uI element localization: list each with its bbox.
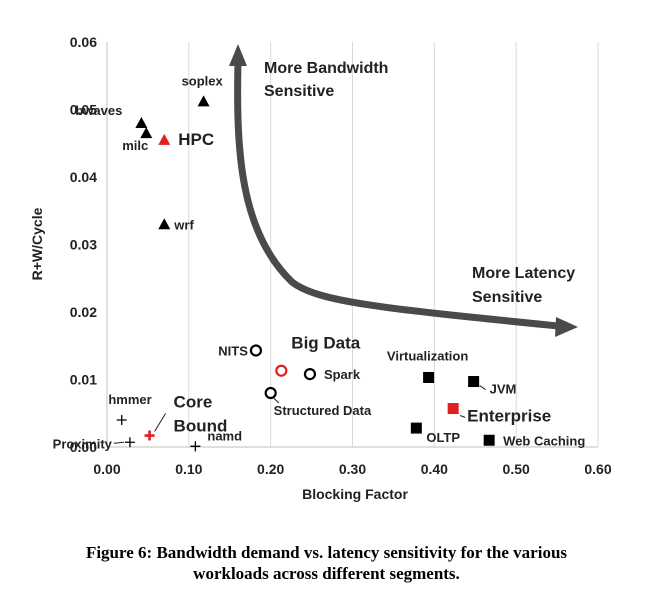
label-spark: Spark <box>324 367 361 382</box>
label-bwaves: bwaves <box>75 103 122 118</box>
x-tick-label: 0.10 <box>175 461 202 477</box>
series-label-enterprise: Enterprise <box>467 407 551 426</box>
series-label-core: Core <box>174 393 213 412</box>
point-soplex <box>197 95 210 107</box>
x-tick-label: 0.40 <box>421 461 448 477</box>
point-jvm <box>468 376 480 388</box>
label-hmmer: hmmer <box>108 392 151 407</box>
point-wrf <box>158 218 171 230</box>
x-tick-label: 0.20 <box>257 461 284 477</box>
chart-axes <box>106 42 598 448</box>
label-soplex: soplex <box>182 73 224 88</box>
label-nits: NITS <box>218 343 248 358</box>
point-nits <box>249 344 263 357</box>
data-points <box>116 95 495 452</box>
point-virtualization <box>423 371 435 383</box>
bandwidth-annotation-line2: Sensitive <box>264 83 334 100</box>
caption-line-2: workloads across different segments. <box>193 564 460 583</box>
latency-annotation-line1: More Latency <box>472 265 575 282</box>
bandwidth-annotation-line1: More Bandwidth <box>264 60 388 77</box>
point-spark <box>303 368 317 381</box>
point-bwaves <box>135 117 148 128</box>
point-hmmer <box>116 415 127 425</box>
y-tick-label: 0.06 <box>70 34 97 50</box>
label-structured-data: Structured Data <box>274 403 372 418</box>
point-milc <box>140 127 153 139</box>
point-namd <box>190 441 201 452</box>
centroid-hpc <box>158 133 171 145</box>
structured-leader <box>273 397 280 404</box>
chart-grid <box>188 42 599 447</box>
y-tick-label: 0.02 <box>70 304 97 320</box>
figure-caption: Figure 6: Bandwidth demand vs. latency s… <box>0 542 653 584</box>
label-jvm: JVM <box>490 382 517 397</box>
label-web-caching: Web Caching <box>503 433 585 448</box>
point-structured-data <box>264 386 277 400</box>
label-milc: milc <box>122 138 148 153</box>
sensitivity-curve <box>234 61 559 330</box>
arrowhead-up <box>229 44 247 66</box>
series-label-bound: Bound <box>174 417 228 436</box>
x-tick-label: 0.50 <box>503 461 530 477</box>
centroid-enterprise <box>447 403 459 415</box>
label-oltp: OLTP <box>426 430 460 445</box>
y-tick-label: 0.01 <box>70 372 97 388</box>
x-axis-label: Blocking Factor <box>302 486 408 502</box>
jvm-leader <box>479 385 486 390</box>
y-tick-label: 0.00 <box>70 439 97 455</box>
x-tick-label: 0.00 <box>93 461 120 477</box>
tick-labels: 0.00 0.10 0.20 0.30 0.40 0.50 0.60 0.00 0.01 0.02… <box>70 34 612 477</box>
sensitivity-arrows: More Bandwidth Sensitive More Latency Sensi… <box>229 44 578 337</box>
x-tick-label: 0.60 <box>584 461 611 477</box>
proximity-leader <box>113 441 124 444</box>
caption-line-1: Figure 6: Bandwidth demand vs. latency s… <box>85 543 568 562</box>
point-labels: bwaves milc soplex wrf HPC NITS Spark Structure… <box>53 73 586 451</box>
y-tick-label: 0.04 <box>70 169 97 185</box>
label-wrf: wrf <box>173 217 194 232</box>
y-axis-label: R+W/Cycle <box>29 207 45 280</box>
latency-annotation-line2: Sensitive <box>472 289 542 306</box>
point-web-caching <box>483 434 495 446</box>
centroid-big-data <box>275 364 288 377</box>
y-tick-label: 0.05 <box>70 102 97 118</box>
centroid-core-bound <box>144 430 155 441</box>
y-tick-label: 0.03 <box>70 237 97 253</box>
point-proximity <box>124 437 135 448</box>
enterprise-leader <box>459 415 466 418</box>
point-oltp <box>410 422 422 434</box>
scatter-chart: 0.00 0.10 0.20 0.30 0.40 0.50 0.60 0.00 0.01 0.02… <box>29 34 612 502</box>
label-namd: namd <box>207 428 242 443</box>
label-virtualization: Virtualization <box>387 348 468 363</box>
label-proximity: Proximity <box>53 436 113 451</box>
series-label-hpc: HPC <box>178 130 214 149</box>
series-label-big-data: Big Data <box>291 334 361 353</box>
arrowhead-right <box>555 317 578 337</box>
x-tick-label: 0.30 <box>339 461 366 477</box>
core-bound-leader <box>154 413 166 432</box>
